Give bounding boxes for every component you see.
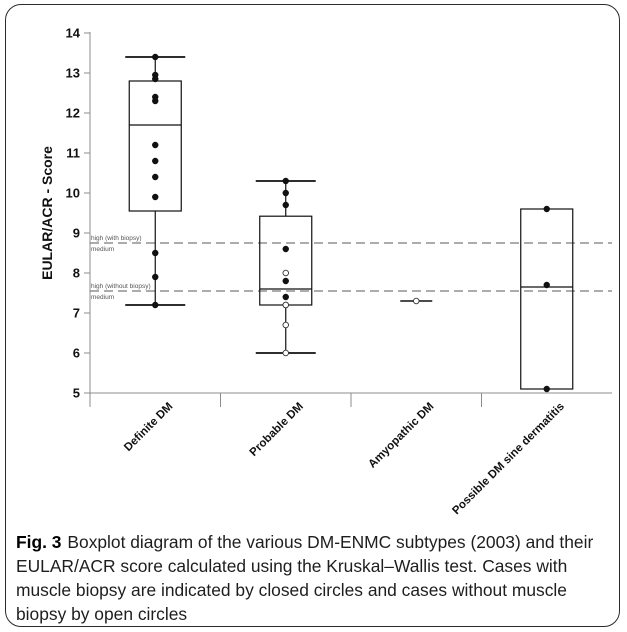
data-point-biopsy (152, 173, 159, 181)
data-point-biopsy (282, 177, 289, 185)
x-category-label: Probable DM (248, 401, 306, 459)
figure-caption-label: Fig. 3 (16, 532, 62, 552)
y-axis-label: EULAR/ACR - Score (39, 146, 55, 280)
data-point-biopsy (152, 273, 159, 281)
y-tick-label: 13 (66, 66, 80, 81)
y-tick-label: 7 (73, 306, 80, 321)
y-tick-label: 10 (66, 186, 80, 201)
data-point-biopsy (543, 205, 550, 213)
data-point-biopsy (543, 281, 550, 289)
x-category-label: Amyopathic DM (366, 401, 436, 471)
y-tick-label: 5 (73, 386, 80, 401)
data-point-no-biopsy (282, 321, 290, 329)
data-point-biopsy (152, 157, 159, 165)
reference-label-above: high (without biopsy) (91, 283, 151, 290)
reference-label-above: high (with biopsy) (91, 235, 142, 242)
box-body (259, 215, 313, 306)
data-point-biopsy (152, 301, 159, 309)
box-body (520, 208, 574, 390)
data-point-biopsy (152, 75, 159, 83)
y-tick-label: 14 (66, 26, 81, 41)
figure-frame (5, 4, 620, 627)
data-point-biopsy (282, 245, 289, 253)
data-point-biopsy (152, 249, 159, 257)
reference-label-below: medium (91, 246, 114, 253)
y-tick-label: 9 (73, 226, 80, 241)
figure-caption-text: Boxplot diagram of the various DM-ENMC s… (16, 532, 594, 624)
y-tick-label: 12 (66, 106, 80, 121)
figure-caption: Fig. 3 Boxplot diagram of the various DM-… (16, 530, 612, 626)
data-point-no-biopsy (282, 301, 290, 309)
data-point-no-biopsy (413, 297, 420, 305)
boxplot-chart: 5 6 7 8 9 10 11 12 13 14 EULAR/ACR - Score Definite… (39, 26, 612, 517)
data-point-biopsy (152, 193, 159, 201)
reference-label-below: medium (91, 294, 114, 301)
y-tick-label: 8 (73, 266, 80, 281)
y-tick-label: 6 (73, 346, 80, 361)
data-point-biopsy (282, 277, 289, 285)
data-point-biopsy (543, 385, 550, 393)
data-point-biopsy (152, 141, 159, 149)
data-point-biopsy (152, 53, 159, 61)
data-point-no-biopsy (282, 269, 290, 277)
y-tick-label: 11 (66, 146, 80, 161)
data-point-biopsy (152, 97, 159, 105)
data-point-biopsy (282, 201, 289, 209)
data-point-biopsy (282, 293, 289, 301)
data-point-no-biopsy (282, 349, 290, 357)
x-category-label: Definite DM (122, 401, 175, 454)
x-category-label: Possible DM sine dermatitis (450, 401, 566, 517)
data-point-biopsy (282, 189, 289, 197)
